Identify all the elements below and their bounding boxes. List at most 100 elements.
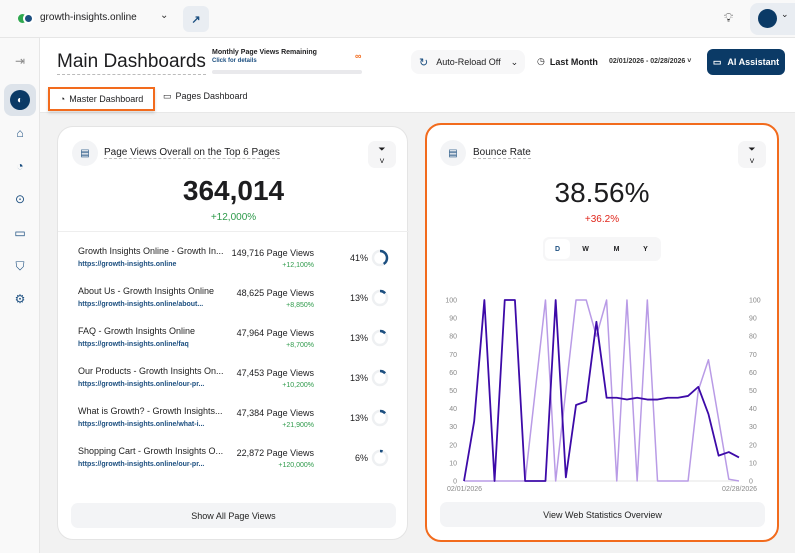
granularity-y[interactable]: Y <box>643 245 648 253</box>
page-views-change: +8,850% <box>286 302 314 309</box>
gauge-icon: ◔ <box>59 94 66 104</box>
table-row[interactable]: What is Growth? - Growth Insights... htt… <box>58 403 409 437</box>
y-tick-right: 0 <box>749 479 753 486</box>
granularity-m[interactable]: M <box>613 245 620 253</box>
page-views: 47,453 Page Views <box>236 368 314 378</box>
period-label: Last Month <box>549 56 598 67</box>
page-header: Main Dashboards Monthly Page Views Remai… <box>40 38 795 113</box>
scan-icon[interactable]: ⊙ <box>14 192 26 206</box>
quota-link[interactable]: Click for details <box>212 58 257 64</box>
sidebar-item-dashboard[interactable]: ◐ <box>4 84 36 116</box>
page-url[interactable]: https://growth-insights.online/our-pr... <box>78 461 205 468</box>
share-donut <box>371 249 389 267</box>
page-views: 22,872 Page Views <box>236 448 314 458</box>
chat-icon: ▭ <box>712 56 722 67</box>
site-logo-icon <box>18 13 34 24</box>
chevron-down-icon: ⌄ <box>510 56 519 67</box>
x-start-label: 02/01/2026 <box>447 486 483 493</box>
y-tick-left: 20 <box>449 442 457 449</box>
lightbulb-icon[interactable]: 💡︎ <box>724 10 734 25</box>
share-percent: 13% <box>349 293 368 303</box>
filter-button[interactable]: ⏷ ˅ <box>368 141 396 168</box>
quota-value: ∞ <box>355 51 362 61</box>
table-row[interactable]: Our Products - Growth Insights On... htt… <box>58 363 409 397</box>
table-row[interactable]: FAQ - Growth Insights Online https://gro… <box>58 323 409 357</box>
share-donut-fill <box>371 329 389 347</box>
granularity-d[interactable]: D <box>545 239 570 259</box>
gear-icon[interactable]: ⚙ <box>14 292 26 306</box>
page-views-change: +12,100% <box>282 262 314 269</box>
auto-reload-dropdown[interactable]: ↻ Auto-Reload Off ⌄ <box>411 50 525 74</box>
granularity-toggle: D W M Y <box>543 237 661 261</box>
page-title: About Us - Growth Insights Online <box>78 286 215 296</box>
filter-button[interactable]: ⏷ ˅ <box>738 141 766 168</box>
gauge-icon[interactable]: ◔ <box>16 159 24 173</box>
site-selector[interactable]: growth-insights.online ⌄ <box>40 10 175 26</box>
page-views-change: +21,900% <box>282 422 314 429</box>
y-tick-right: 40 <box>749 406 757 413</box>
page-url[interactable]: https://growth-insights.online/about... <box>78 301 204 308</box>
share-donut <box>371 449 389 467</box>
share-donut-fill <box>371 449 389 467</box>
page-url[interactable]: https://growth-insights.online/what-i... <box>78 421 205 428</box>
ai-assistant-label: AI Assistant <box>727 57 780 67</box>
refresh-icon: ↻ <box>419 56 429 69</box>
granularity-w[interactable]: W <box>582 245 589 253</box>
series-line-dark <box>463 299 740 482</box>
y-tick-right: 30 <box>749 424 757 431</box>
y-tick-right: 10 <box>749 460 757 467</box>
bounce-rate-card: ▤ Bounce Rate ⏷ ˅ 38.56% +36.2% D W M Y 0… <box>425 123 779 542</box>
chevron-down-icon: ⌄ <box>160 10 169 21</box>
page-url[interactable]: https://growth-insights.online <box>78 261 177 268</box>
tab-pages-dashboard[interactable]: ▭ Pages Dashboard <box>163 91 248 102</box>
y-tick-left: 50 <box>449 388 457 395</box>
page-views: 47,384 Page Views <box>236 408 314 418</box>
external-link-button[interactable]: ↗ <box>183 6 209 32</box>
sidebar: ⇥ ◐ ⌂ ◔ ⊙ ▭ ⛉ ⚙ <box>0 38 40 553</box>
y-tick-left: 0 <box>453 479 457 486</box>
chevron-down-icon: ˅ <box>685 58 692 65</box>
tab-master-dashboard[interactable]: ◔ Master Dashboard <box>48 87 155 111</box>
box-icon[interactable]: ⌂ <box>16 126 24 140</box>
page-views-card: ▤ Page Views Overall on the Top 6 Pages … <box>57 126 409 540</box>
table-row[interactable]: About Us - Growth Insights Online https:… <box>58 283 409 317</box>
bounce-value: 38.56% <box>554 177 650 208</box>
y-tick-right: 60 <box>749 370 757 377</box>
y-tick-right: 70 <box>749 352 757 359</box>
total-change: +12,000% <box>210 212 257 223</box>
chevron-down-icon: ⌄ <box>781 9 789 19</box>
date-range-selector[interactable]: 02/01/2026 - 02/28/2026 ˅ <box>609 58 691 65</box>
ai-assistant-button[interactable]: ▭ AI Assistant <box>707 49 785 75</box>
share-percent: 13% <box>349 373 368 383</box>
page-url[interactable]: https://growth-insights.online/our-pr... <box>78 381 205 388</box>
expand-icon[interactable]: ⇥ <box>14 54 26 68</box>
y-tick-left: 100 <box>445 298 457 305</box>
quota-label: Monthly Page Views Remaining <box>212 49 317 56</box>
table-row[interactable]: Shopping Cart - Growth Insights O... htt… <box>58 443 409 477</box>
page-views: 149,716 Page Views <box>231 248 314 258</box>
share-donut <box>371 369 389 387</box>
card-title: Bounce Rate <box>473 147 531 159</box>
page-views-change: +120,000% <box>278 462 314 469</box>
view-web-statistics-button[interactable]: View Web Statistics Overview <box>440 502 765 527</box>
y-tick-left: 10 <box>449 460 457 467</box>
page-title: What is Growth? - Growth Insights... <box>78 406 223 416</box>
page-title: Shopping Cart - Growth Insights O... <box>78 446 224 456</box>
page-title: Main Dashboards <box>57 51 206 75</box>
period-selector[interactable]: ◷ Last Month <box>537 56 598 67</box>
page-url[interactable]: https://growth-insights.online/faq <box>78 341 189 348</box>
show-all-page-views-button[interactable]: Show All Page Views <box>71 503 396 528</box>
card-icon: ▤ <box>440 140 466 166</box>
x-end-label: 02/28/2026 <box>722 486 758 493</box>
quota-bar <box>212 70 362 74</box>
chat-icon[interactable]: ▭ <box>14 226 26 240</box>
bounce-rate-chart: 0 0 10 10 20 20 30 30 40 40 50 50 60 60 70 70 80 80 90 90 10… <box>445 298 760 486</box>
table-row[interactable]: Growth Insights Online - Growth In... ht… <box>58 243 409 277</box>
y-tick-right: 50 <box>749 388 757 395</box>
top-bar: growth-insights.online ⌄ ↗ 💡︎ ⌄ <box>0 0 795 38</box>
account-menu-button[interactable]: ⌄ <box>750 3 795 35</box>
shield-check-icon[interactable]: ⛉ <box>15 258 25 273</box>
share-percent: 6% <box>354 453 368 463</box>
page-views: 47,964 Page Views <box>236 328 314 338</box>
monthly-quota[interactable]: Monthly Page Views Remaining Click for d… <box>212 49 362 76</box>
